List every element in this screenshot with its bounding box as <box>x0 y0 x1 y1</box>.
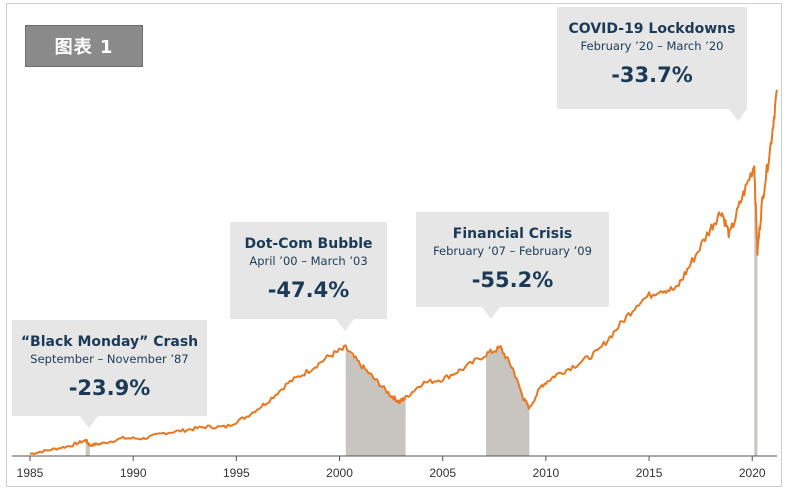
x-tick-label: 2010 <box>533 466 560 480</box>
callout-dates: April ’00 – March ’03 <box>249 254 368 268</box>
shaded-period-2 <box>486 347 530 456</box>
x-tick-label: 2000 <box>326 466 353 480</box>
callout-pointer <box>80 416 98 428</box>
callout-dates: February ’07 – February ’09 <box>433 244 592 258</box>
x-tick-label: 1990 <box>120 466 147 480</box>
callout-financial-crisis: Financial Crisis February ’07 – February… <box>416 212 609 319</box>
callout-pointer <box>336 319 354 331</box>
x-tick-label: 2020 <box>739 466 766 480</box>
callout-title: “Black Monday” Crash <box>20 334 199 350</box>
callout-covid-lockdowns: COVID-19 Lockdowns February ’20 – March … <box>557 7 747 121</box>
callout-dot-com-bubble: Dot-Com Bubble April ’00 – March ’03 -47… <box>230 222 387 331</box>
callout-percent: -23.9% <box>68 376 151 400</box>
callout-black-monday: “Black Monday” Crash September – Novembe… <box>12 320 207 428</box>
callout-percent: -55.2% <box>471 268 554 292</box>
figure-label: 图表 1 <box>25 25 143 67</box>
callout-title: COVID-19 Lockdowns <box>568 21 736 37</box>
x-tick-label: 1985 <box>17 466 44 480</box>
callout-title: Dot-Com Bubble <box>244 236 373 252</box>
callout-percent: -33.7% <box>611 63 693 87</box>
callout-dates: September – November ’87 <box>30 352 189 366</box>
series-line-layer <box>29 89 778 456</box>
shaded-period-1 <box>345 347 406 456</box>
callout-pointer <box>729 109 747 121</box>
callout-title: Financial Crisis <box>452 226 573 242</box>
x-tick-label: 2015 <box>636 466 663 480</box>
callout-pointer <box>482 307 500 319</box>
series-line <box>29 89 778 456</box>
callout-percent: -47.4% <box>267 278 350 302</box>
callout-dates: February ’20 – March ’20 <box>580 39 724 53</box>
x-tick-label: 1995 <box>223 466 250 480</box>
x-tick-label: 2005 <box>429 466 456 480</box>
x-axis-ticks: 1985 1990 1995 2000 2005 2010 2015 2020 <box>17 456 766 480</box>
